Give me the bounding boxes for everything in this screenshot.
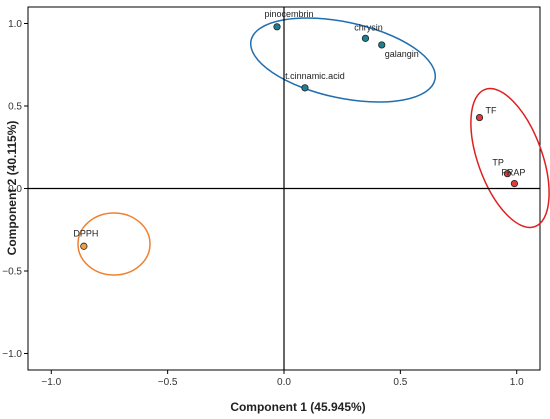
group-ellipse (249, 17, 437, 103)
point-label: chrysin (354, 22, 383, 32)
point-label: t.cinnamic.acid (285, 71, 345, 81)
data-point (80, 242, 88, 250)
point-label: TP (492, 158, 504, 168)
data-point (273, 23, 281, 31)
x-tick-label: 0.5 (393, 377, 407, 388)
data-point (510, 179, 519, 188)
x-tick-label: 0.0 (277, 377, 291, 388)
y-tick-label: −0.5 (2, 267, 22, 278)
y-axis-ticks: 1.0 0.5 0.0 −0.5 −1.0 (2, 19, 28, 360)
point-label: pinocembrin (265, 9, 314, 19)
data-point (475, 113, 484, 122)
data-points: pinocembrin chrysin galangin t.cinnamic.aci… (73, 9, 525, 250)
y-tick-label: 0.0 (8, 184, 22, 195)
y-tick-label: −1.0 (2, 349, 22, 360)
group-ellipses (77, 17, 550, 276)
group-ellipse (470, 87, 550, 229)
point-label: DPPH (73, 228, 98, 238)
data-point (301, 84, 309, 92)
x-axis-title: Component 1 (45.945%) (230, 400, 365, 414)
x-tick-label: −1.0 (41, 377, 61, 388)
y-tick-label: 1.0 (8, 19, 22, 30)
y-axis-title: Component 2 (40.115%) (5, 121, 19, 256)
data-point (361, 34, 370, 42)
point-label: galangin (385, 49, 419, 59)
group-ellipse (77, 212, 151, 276)
point-label: FRAP (501, 168, 525, 178)
point-label: TF (485, 106, 496, 116)
data-point (378, 41, 386, 49)
data-point (503, 170, 512, 178)
x-axis-ticks: −1.0 −0.5 0.0 0.5 1.0 (41, 370, 524, 388)
x-tick-label: 1.0 (510, 377, 524, 388)
x-tick-label: −0.5 (158, 377, 178, 388)
y-tick-label: 0.5 (8, 102, 22, 113)
